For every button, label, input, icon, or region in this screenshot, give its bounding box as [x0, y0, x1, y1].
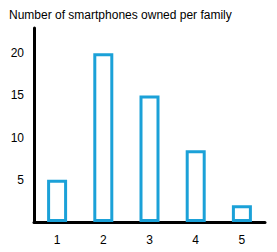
svg-text:4: 4	[192, 233, 199, 247]
svg-text:15: 15	[11, 88, 25, 102]
svg-text:5: 5	[239, 233, 246, 247]
svg-text:3: 3	[146, 233, 153, 247]
svg-text:5: 5	[17, 173, 24, 187]
svg-text:Number of smartphones owned pe: Number of smartphones owned per family	[9, 8, 232, 22]
svg-text:2: 2	[100, 233, 107, 247]
svg-text:10: 10	[11, 131, 25, 145]
svg-text:1: 1	[54, 233, 61, 247]
svg-text:20: 20	[11, 46, 25, 60]
